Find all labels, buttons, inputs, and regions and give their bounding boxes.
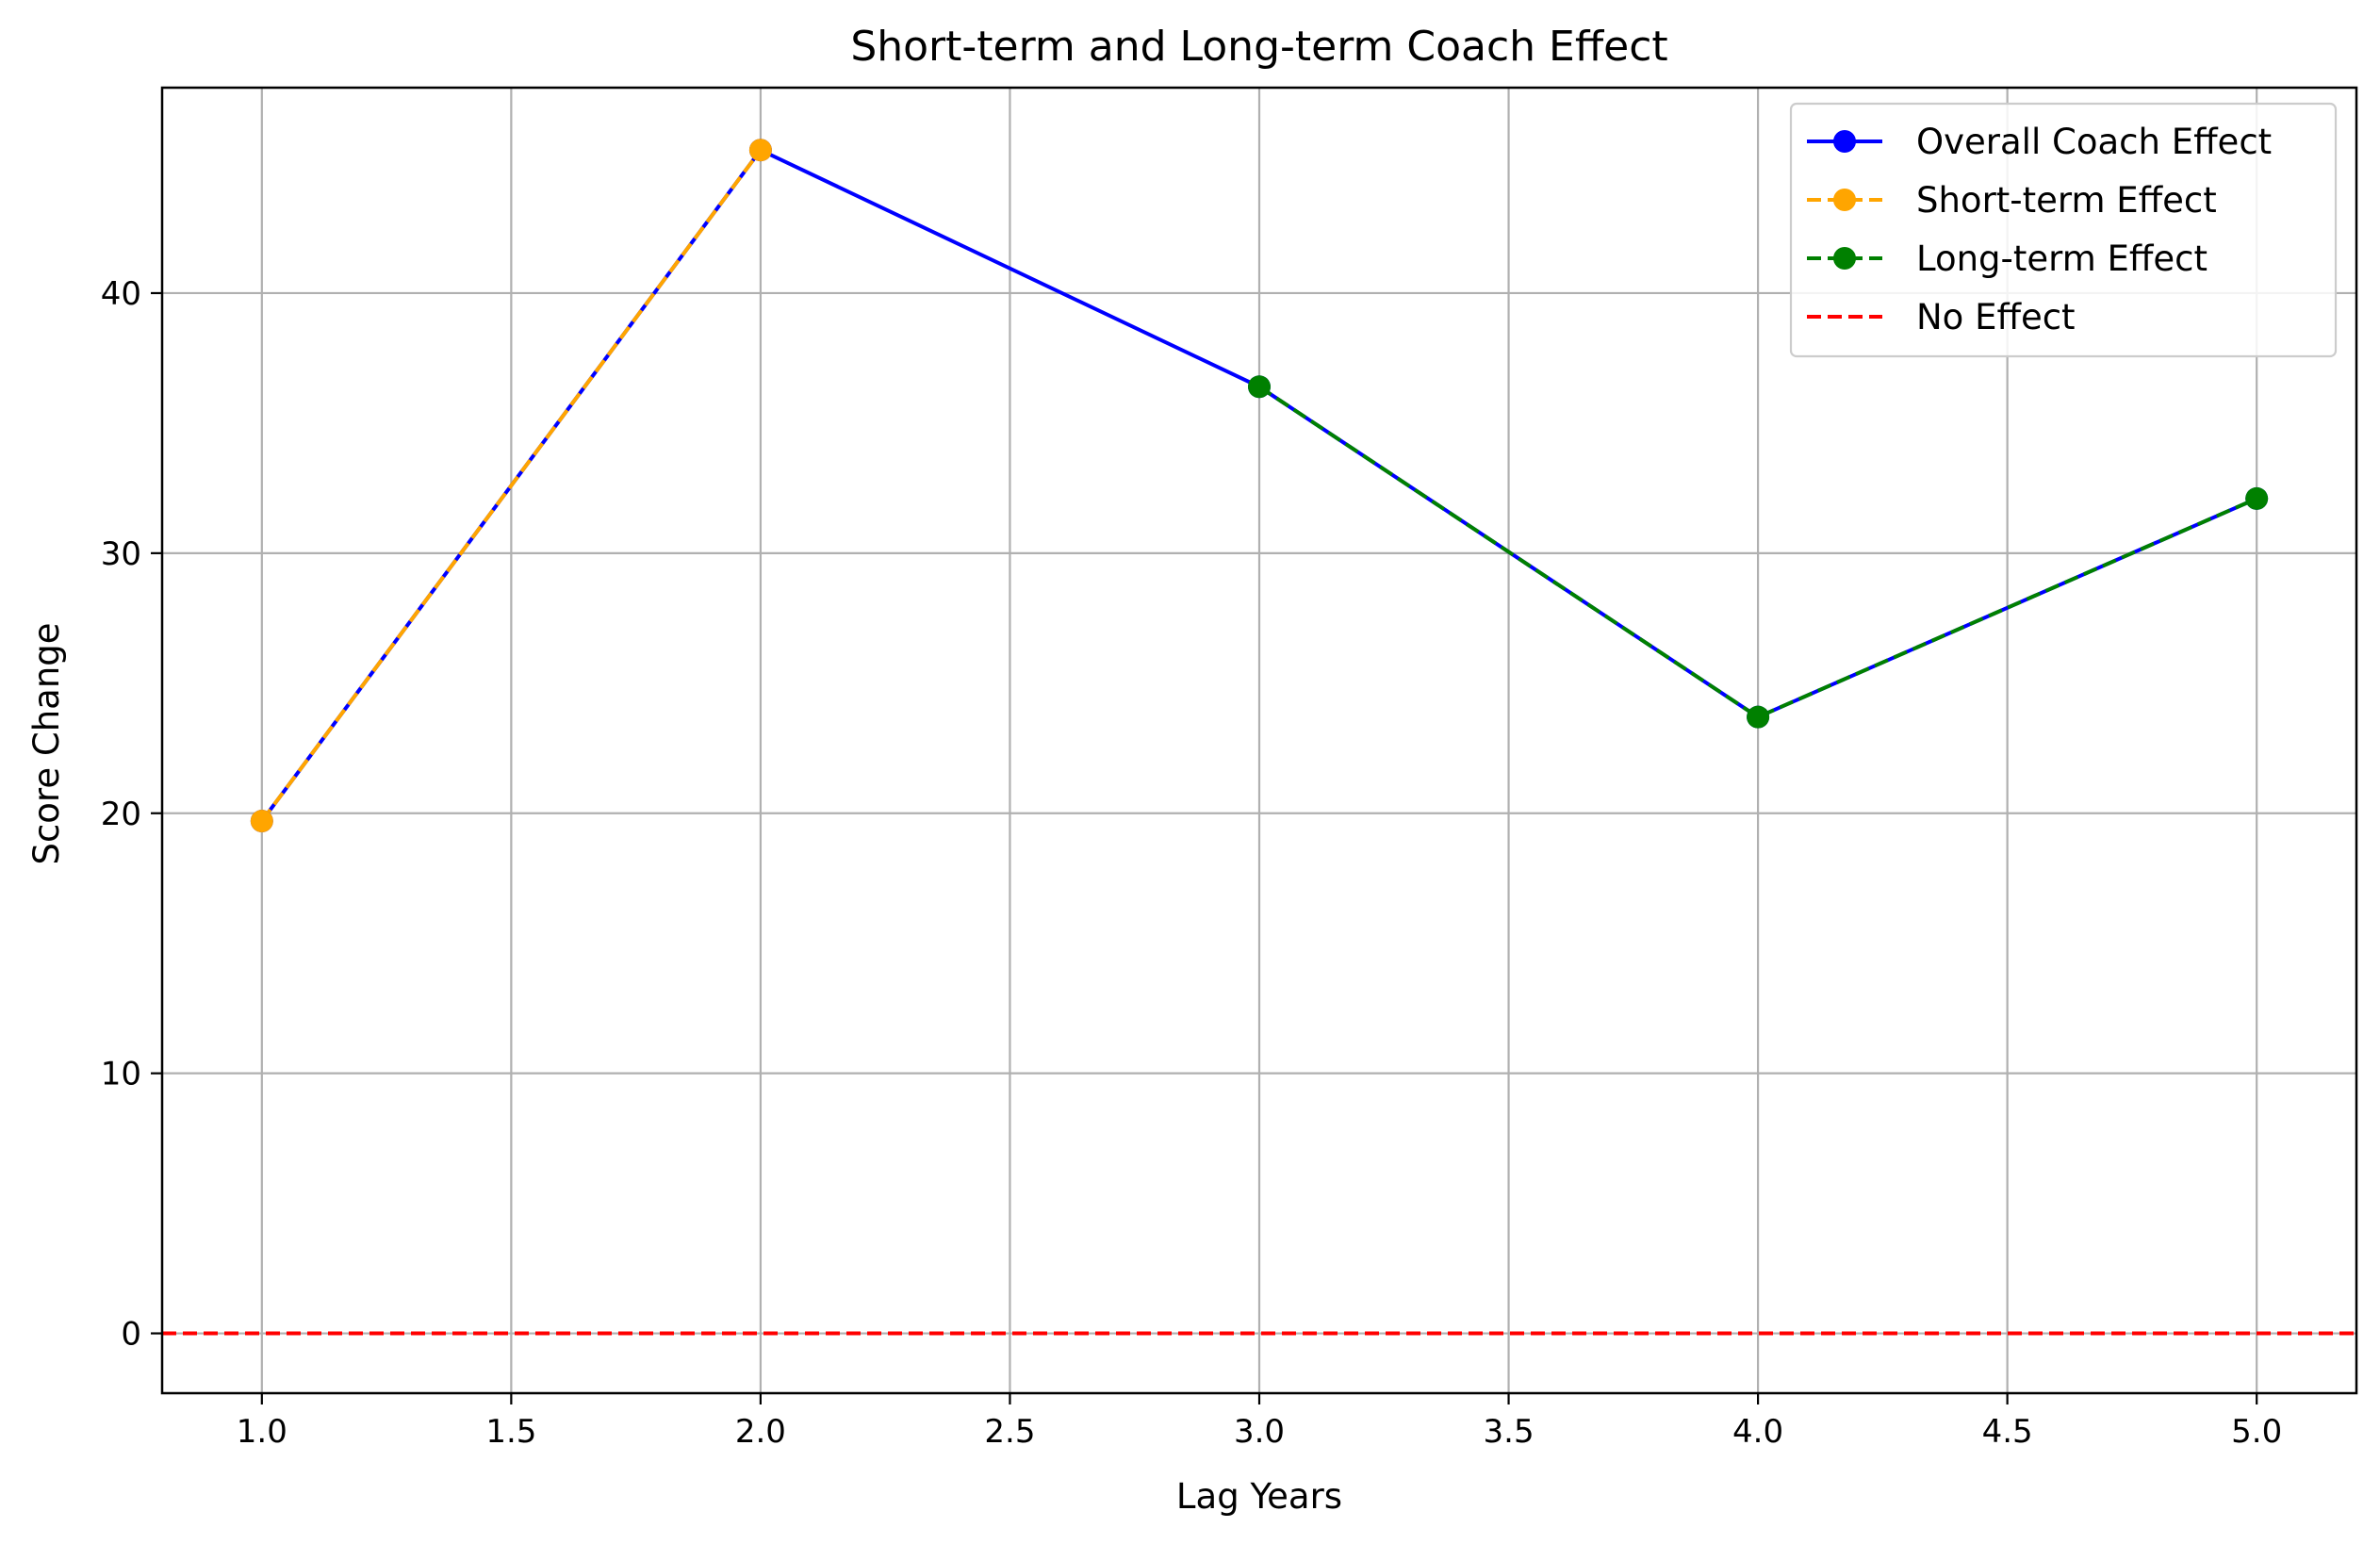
legend-entry-label: Short-term Effect (1916, 180, 2217, 221)
legend-swatch-marker (1833, 189, 1856, 211)
legend-entry-label: Overall Coach Effect (1916, 122, 2272, 162)
x-tick-label: 2.0 (735, 1413, 786, 1451)
y-axis-label: Score Change (26, 622, 67, 864)
x-tick-label: 3.0 (1234, 1413, 1285, 1451)
legend-swatch-marker (1833, 247, 1856, 270)
data-point (250, 810, 273, 833)
x-tick-label: 4.5 (1982, 1413, 2033, 1451)
legend-box (1789, 102, 2338, 358)
x-tick-label: 1.5 (485, 1413, 536, 1451)
y-tick-label: 10 (101, 1056, 141, 1093)
y-tick-label: 20 (101, 796, 141, 833)
data-point (2245, 486, 2269, 510)
legend: Overall Coach Effect Short-term Effect Lon… (1789, 102, 2338, 358)
legend-entry-label: Long-term Effect (1916, 238, 2208, 279)
x-axis-label: Lag Years (1176, 1476, 1342, 1517)
data-point (1747, 705, 1770, 729)
data-point (1248, 375, 1271, 399)
series-markers (250, 139, 2269, 833)
x-tick-label: 2.5 (984, 1413, 1035, 1451)
legend-swatch-marker (1833, 130, 1856, 153)
x-tick-label: 1.0 (237, 1413, 287, 1451)
chart-title: Short-term and Long-term Coach Effect (850, 23, 1667, 71)
series-line (260, 149, 763, 823)
y-axis-ticks: 0 10 20 30 40 (101, 275, 162, 1354)
x-tick-label: 5.0 (2231, 1413, 2282, 1451)
y-tick-label: 40 (101, 275, 141, 313)
legend-entry-label: No Effect (1916, 297, 2076, 337)
x-tick-label: 3.5 (1484, 1413, 1535, 1451)
y-tick-label: 0 (121, 1316, 141, 1354)
x-axis-ticks: 1.0 1.5 2.0 2.5 3.0 3.5 4.0 4.5 5.0 (237, 1393, 2282, 1451)
x-tick-label: 4.0 (1732, 1413, 1783, 1451)
y-tick-label: 30 (101, 535, 141, 573)
series-line (1257, 385, 2257, 719)
data-point (748, 139, 772, 162)
